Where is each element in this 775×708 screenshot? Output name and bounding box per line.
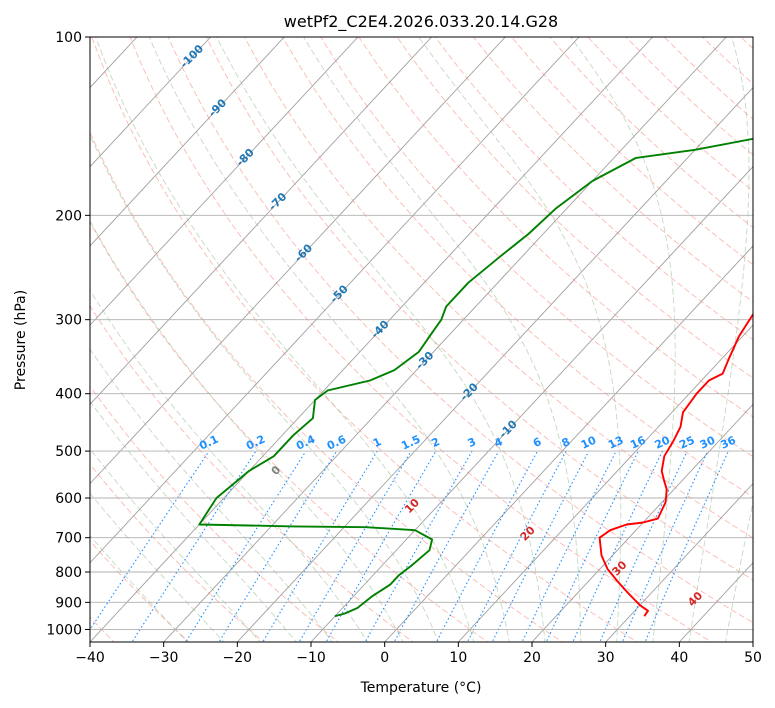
x-tick-label: 30: [597, 650, 615, 666]
moist-adiabat-line: [570, 37, 676, 642]
moist-adiabat-line: [688, 37, 750, 642]
isotherm-line: [457, 324, 753, 642]
x-tick-label: −30: [149, 650, 179, 666]
isotherm-line: [90, 37, 285, 247]
isotherm-line: [90, 37, 359, 326]
isotherm-line: [163, 37, 727, 642]
y-axis-ticks: 100 200 300 400 500 600 700 800 900 1000: [46, 30, 90, 638]
y-axis-label: Pressure (hPa): [13, 290, 29, 390]
y-tick-label: 1000: [46, 622, 82, 638]
isotherm-line: [90, 37, 653, 642]
moist-adiabat-line: [148, 37, 510, 642]
isotherm-line: [90, 37, 580, 564]
y-tick-label: 900: [55, 595, 82, 611]
x-tick-label: 0: [380, 650, 389, 666]
y-tick-label: 400: [55, 387, 82, 403]
mixing-ratio-label: 20: [653, 433, 673, 451]
mixing-ratio-line: [131, 450, 257, 642]
x-tick-label: −40: [75, 650, 105, 666]
dry-adiabat-line: [320, 37, 753, 458]
dry-adiabat-line: [282, 37, 753, 498]
moist-adiabat-line: [303, 37, 582, 642]
isotherm-line: [531, 403, 753, 642]
plot-frame: [89, 36, 754, 643]
mixing-ratio-label: 13: [606, 434, 625, 452]
mixing-ratio-label: 30: [698, 433, 718, 451]
x-tick-label: −20: [223, 650, 253, 666]
mixing-ratio-lines: [90, 450, 729, 642]
y-tick-label: 200: [55, 208, 82, 224]
mixing-ratio-line: [435, 450, 538, 642]
x-tick-label: 50: [744, 650, 762, 666]
mixing-ratio-line: [298, 450, 412, 642]
x-axis-label: Temperature (°C): [360, 680, 482, 696]
dewpoint-series-line: [198, 137, 753, 618]
y-tick-label: 800: [55, 565, 82, 581]
isotherm-line: [90, 37, 432, 406]
mixing-ratio-label: 16: [628, 433, 648, 451]
mixing-ratio-line: [466, 450, 567, 642]
mixing-ratio-line: [90, 450, 210, 631]
dry-adiabat-line: [244, 37, 753, 539]
mixing-ratio-label: 36: [719, 433, 739, 451]
mixing-ratio-line: [491, 450, 590, 642]
y-tick-label: 600: [55, 491, 82, 507]
dry-adiabat-line: [129, 37, 713, 642]
mixing-ratio-label: 10: [579, 433, 599, 451]
moist-adiabat-line: [95, 37, 475, 642]
mixing-ratio-line: [218, 450, 338, 642]
mixing-ratio-line: [545, 450, 639, 642]
dry-adiabat-line: [396, 37, 753, 379]
y-tick-label: 100: [55, 30, 82, 46]
chart-title: wetPf2_C2E4.2026.033.20.14.G28: [284, 12, 558, 32]
x-tick-label: −10: [296, 650, 326, 666]
isotherm-line: [90, 37, 211, 168]
isotherm-line: [384, 245, 753, 642]
y-tick-label: 500: [55, 444, 82, 460]
sounding-series: [198, 137, 753, 618]
x-tick-label: 20: [523, 650, 541, 666]
moist-adiabat-line: [216, 37, 546, 642]
dry-adiabat-line: [90, 221, 489, 642]
isotherm-line: [236, 86, 753, 642]
x-tick-label: 40: [670, 650, 688, 666]
temperature-series-line: [598, 312, 753, 617]
y-tick-label: 700: [55, 531, 82, 547]
x-axis-ticks: −40 −30 −20 −10 0 10 20 30 40 50: [75, 642, 762, 666]
moist-adiabat-line: [418, 37, 622, 642]
pressure-gridlines: [90, 37, 753, 630]
y-tick-label: 300: [55, 313, 82, 329]
isotherm-line: [90, 37, 506, 485]
mixing-ratio-line: [572, 450, 663, 642]
isotherm-line: [605, 482, 753, 642]
x-tick-label: 10: [449, 650, 467, 666]
dry-adiabat-line: [473, 37, 753, 303]
mixing-ratio-label: 25: [677, 434, 696, 452]
mixing-ratio-line: [185, 450, 307, 642]
